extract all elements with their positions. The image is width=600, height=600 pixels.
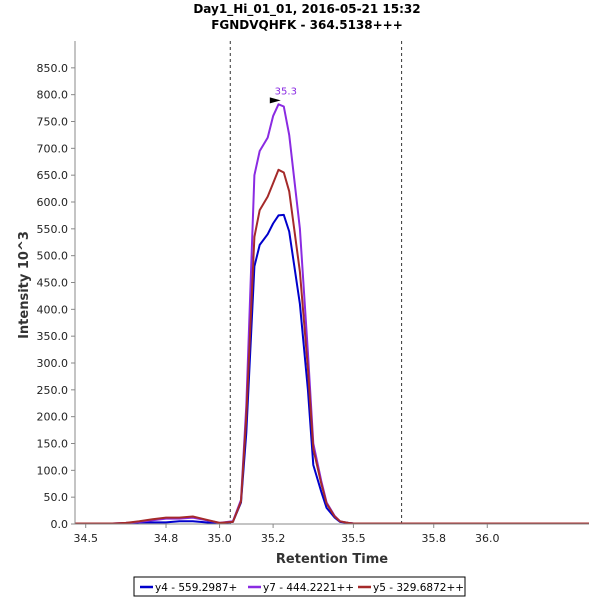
y-axis-ticks: 0.0 50.0 100.0 150.0 200.0 250.0 300.0 350.0 400… xyxy=(37,62,75,531)
x-tick-label: 36.0 xyxy=(475,532,500,545)
y-tick-label: 200.0 xyxy=(37,411,69,424)
legend-label: y5 - 329.6872++ xyxy=(373,582,464,594)
x-tick-label: 34.8 xyxy=(154,532,179,545)
y-tick-label: 750.0 xyxy=(37,116,69,129)
y-tick-label: 0.0 xyxy=(51,518,69,531)
chart-title: Day1_Hi_01_01, 2016-05-21 15:32 xyxy=(193,2,420,17)
y-tick-label: 450.0 xyxy=(37,277,69,290)
y-tick-label: 350.0 xyxy=(37,330,69,343)
legend-label: y4 - 559.2987+ xyxy=(155,582,237,594)
y-tick-label: 250.0 xyxy=(37,384,69,397)
y-tick-label: 100.0 xyxy=(37,464,69,477)
y-tick-label: 700.0 xyxy=(37,142,69,155)
legend: y4 - 559.2987+ y7 - 444.2221++ y5 - 329.68… xyxy=(133,576,466,597)
peak-label: 35.3 xyxy=(275,86,297,97)
x-tick-label: 35.2 xyxy=(261,532,286,545)
y-tick-label: 400.0 xyxy=(37,303,69,316)
y-tick-label: 500.0 xyxy=(37,250,69,263)
plot-area xyxy=(75,41,589,524)
peak-boundary-lines xyxy=(229,41,403,524)
x-axis-label: Retention Time xyxy=(276,552,388,567)
y-tick-label: 150.0 xyxy=(37,438,69,451)
x-tick-label: 35.0 xyxy=(207,532,232,545)
y-tick-label: 850.0 xyxy=(37,62,69,75)
y-tick-label: 550.0 xyxy=(37,223,69,236)
legend-box xyxy=(133,576,466,597)
chart-subtitle: FGNDVQHFK - 364.5138+++ xyxy=(211,18,403,32)
x-axis-ticks: 34.5 34.8 35.0 35.2 35.5 35.8 36.0 xyxy=(73,524,500,545)
x-tick-label: 34.5 xyxy=(73,532,98,545)
y-tick-label: 50.0 xyxy=(44,491,69,504)
y-tick-label: 600.0 xyxy=(37,196,69,209)
y-tick-label: 800.0 xyxy=(37,89,69,102)
x-tick-label: 35.8 xyxy=(421,532,446,545)
y-tick-label: 650.0 xyxy=(37,169,69,182)
y-axis-label: Intensity 10^3 xyxy=(17,231,32,339)
x-tick-label: 35.5 xyxy=(341,532,366,545)
y-tick-label: 300.0 xyxy=(37,357,69,370)
legend-label: y7 - 444.2221++ xyxy=(263,582,354,594)
peak-annotation: 35.3 xyxy=(269,86,297,104)
peak-arrow-icon xyxy=(269,97,281,104)
